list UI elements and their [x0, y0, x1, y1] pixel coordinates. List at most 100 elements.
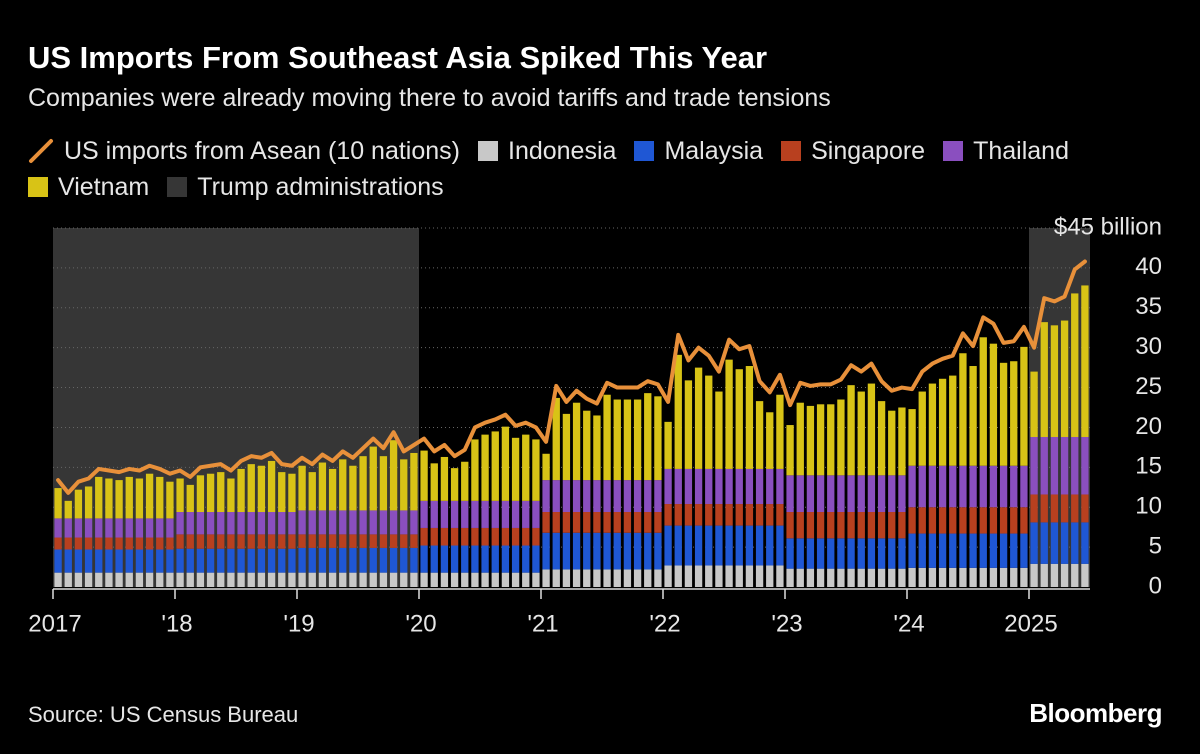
bar-segment: [755, 468, 764, 505]
bar-segment: [786, 568, 794, 587]
y-tick-label: 10: [1135, 493, 1162, 520]
legend-swatch: [943, 141, 964, 161]
bar-segment: [715, 504, 723, 526]
bar-segment: [735, 369, 743, 469]
bar-segment: [969, 507, 977, 534]
bar-segment: [247, 512, 255, 535]
bar-segment: [684, 468, 693, 505]
bar-segment: [54, 572, 62, 587]
y-tick-label: 40: [1135, 253, 1162, 280]
bar-segment: [186, 572, 194, 587]
bar-segment: [542, 569, 550, 587]
bar-segment: [430, 463, 438, 501]
bar-segment: [278, 512, 286, 535]
bar-segment: [623, 512, 632, 533]
legend-swatch: [167, 177, 188, 197]
bar-segment: [816, 568, 825, 587]
bar-segment: [623, 532, 632, 570]
bar-segment: [471, 572, 479, 587]
bar-segment: [461, 461, 469, 501]
bar-segment: [522, 434, 530, 501]
bar-segment: [572, 402, 581, 481]
bar-segment: [766, 412, 774, 469]
bar-segment: [308, 572, 316, 587]
bar-segment: [389, 572, 398, 587]
bar-segment: [583, 410, 591, 481]
bar-segment: [257, 572, 266, 587]
bar-segment: [257, 512, 266, 535]
bar-segment: [979, 533, 987, 568]
bar-segment: [237, 468, 245, 513]
bar-segment: [54, 488, 62, 519]
bar-segment: [359, 534, 367, 548]
bar-segment: [572, 532, 581, 570]
bar-segment: [725, 504, 733, 526]
legend-swatch: [28, 177, 48, 197]
bar-segment: [644, 393, 652, 481]
bar-segment: [64, 572, 72, 587]
bar-segment: [755, 525, 764, 566]
bar-segment: [572, 512, 581, 533]
bar-segment: [776, 394, 784, 469]
bar-segment: [633, 532, 642, 570]
bar-segment: [359, 572, 367, 587]
bar-segment: [74, 489, 83, 519]
bar-segment: [705, 525, 713, 566]
bar-segment: [847, 475, 855, 513]
bar-segment: [1010, 465, 1018, 508]
bar-segment: [715, 391, 723, 469]
bar-segment: [64, 518, 72, 538]
legend-label: Trump administrations: [197, 172, 444, 201]
bar-segment: [877, 512, 886, 539]
bar-segment: [125, 572, 133, 587]
bar-segment: [928, 465, 937, 508]
bar-segment: [1010, 361, 1018, 466]
bar-segment: [410, 534, 418, 548]
bar-segment: [786, 475, 794, 513]
bar-segment: [745, 468, 754, 505]
bar-segment: [84, 572, 93, 587]
bar-segment: [583, 480, 591, 513]
bar-segment: [430, 572, 438, 587]
bar-segment: [74, 537, 83, 550]
bar-segment: [867, 568, 876, 587]
x-tick-label: '21: [527, 610, 558, 637]
bar-segment: [715, 565, 723, 587]
bar-segment: [664, 565, 672, 587]
bar-segment: [1060, 494, 1069, 523]
bar-segment: [247, 464, 255, 513]
bar-segment: [1030, 522, 1038, 564]
bar-segment: [257, 534, 266, 549]
bar-segment: [969, 533, 977, 568]
bar-segment: [857, 391, 865, 476]
legend-item: Singapore: [781, 136, 925, 166]
bar-segment: [694, 468, 703, 505]
bar-segment: [288, 548, 296, 573]
bar-segment: [450, 500, 459, 528]
bar-segment: [471, 439, 479, 501]
bar-segment: [267, 460, 276, 513]
bar-segment: [908, 567, 916, 587]
bar-segment: [532, 439, 540, 501]
bar-segment: [694, 565, 703, 587]
bar-segment: [1020, 533, 1028, 568]
bar-segment: [328, 510, 337, 535]
bar-segment: [217, 512, 225, 535]
bar-segment: [989, 465, 998, 508]
bar-segment: [227, 572, 235, 587]
bar-segment: [339, 459, 347, 511]
bar-segment: [949, 465, 957, 508]
bar-segment: [938, 567, 947, 587]
bar-segment: [816, 538, 825, 569]
chart-title: US Imports From Southeast Asia Spiked Th…: [28, 40, 768, 75]
bar-segment: [74, 518, 83, 538]
bar-segment: [501, 426, 510, 501]
bar-segment: [145, 518, 154, 538]
bar-segment: [54, 518, 62, 538]
bar-segment: [349, 510, 357, 535]
bar-segment: [328, 572, 337, 587]
bar-segment: [369, 547, 377, 573]
bar-segment: [654, 480, 662, 513]
bar-segment: [308, 472, 316, 511]
